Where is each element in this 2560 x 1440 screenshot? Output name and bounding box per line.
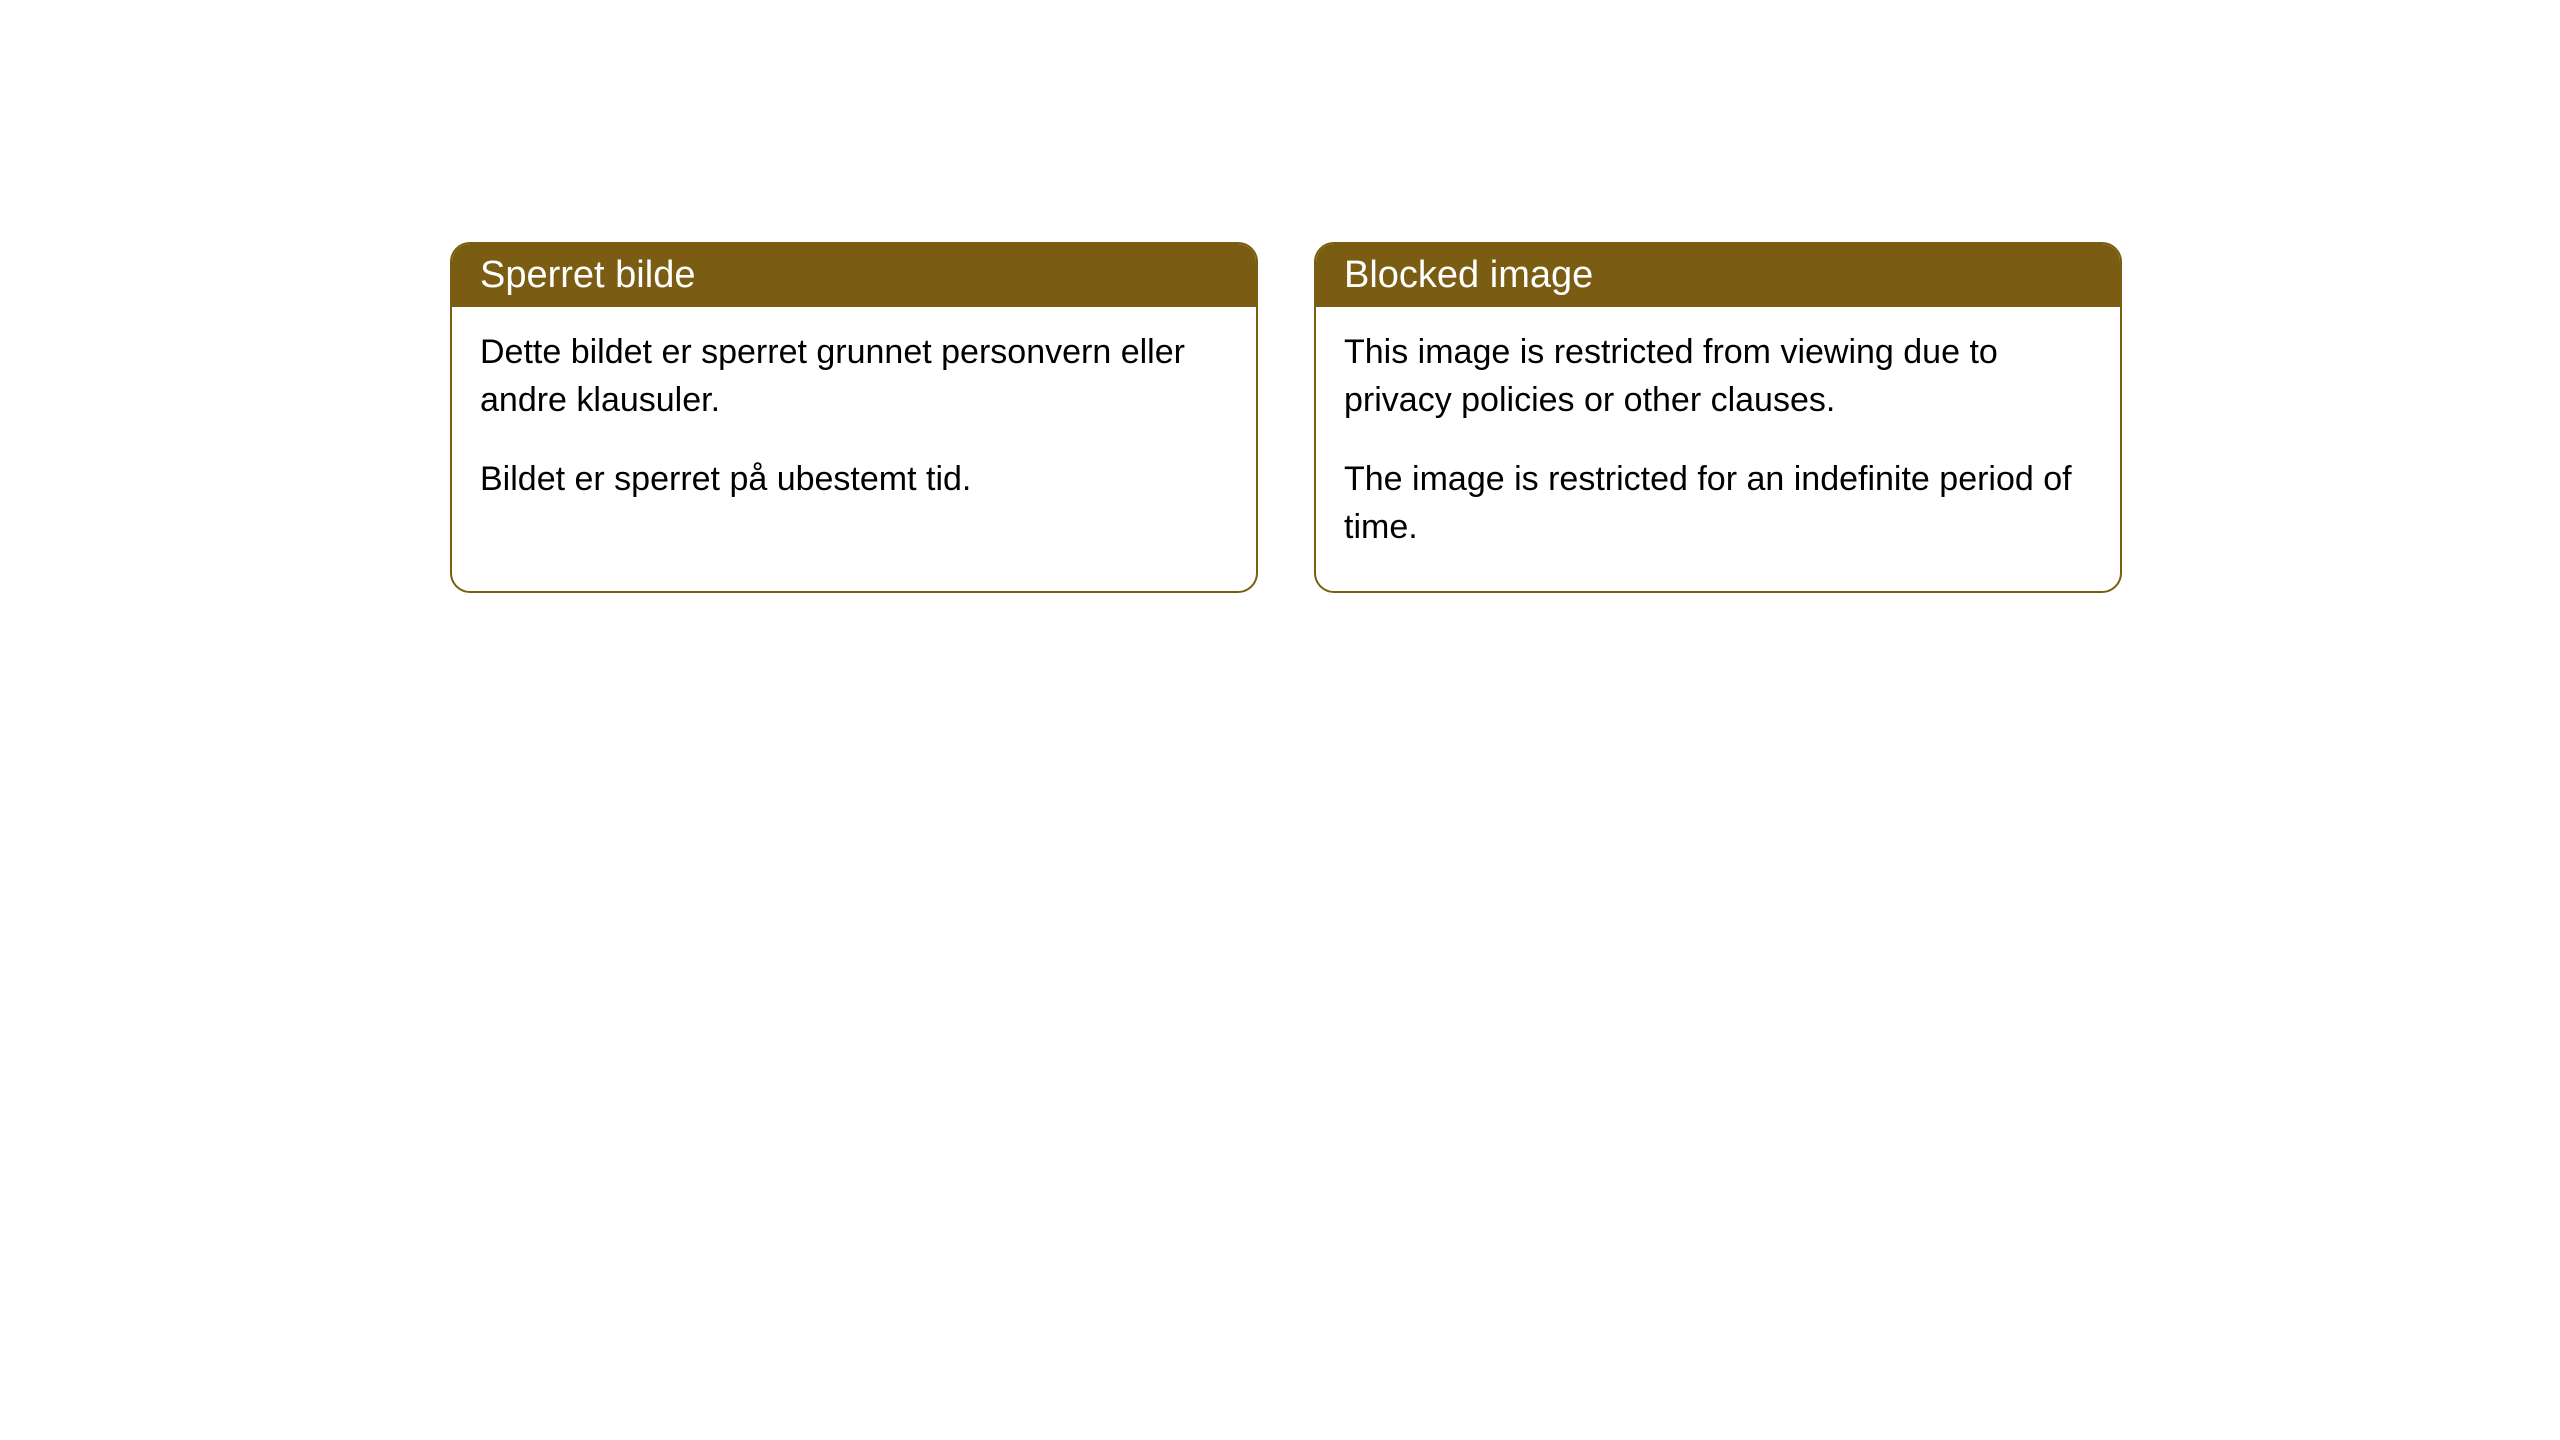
card-paragraph-1: Dette bildet er sperret grunnet personve… xyxy=(480,329,1228,424)
blocked-image-card-english: Blocked image This image is restricted f… xyxy=(1314,242,2122,593)
card-title: Sperret bilde xyxy=(480,254,695,296)
card-header: Blocked image xyxy=(1316,244,2120,307)
card-header: Sperret bilde xyxy=(452,244,1256,307)
notice-cards-container: Sperret bilde Dette bildet er sperret gr… xyxy=(450,242,2122,593)
blocked-image-card-norwegian: Sperret bilde Dette bildet er sperret gr… xyxy=(450,242,1258,593)
card-body: Dette bildet er sperret grunnet personve… xyxy=(452,307,1256,544)
card-paragraph-2: The image is restricted for an indefinit… xyxy=(1344,456,2092,551)
card-title: Blocked image xyxy=(1344,254,1593,296)
card-body: This image is restricted from viewing du… xyxy=(1316,307,2120,591)
card-paragraph-1: This image is restricted from viewing du… xyxy=(1344,329,2092,424)
card-paragraph-2: Bildet er sperret på ubestemt tid. xyxy=(480,456,1228,504)
